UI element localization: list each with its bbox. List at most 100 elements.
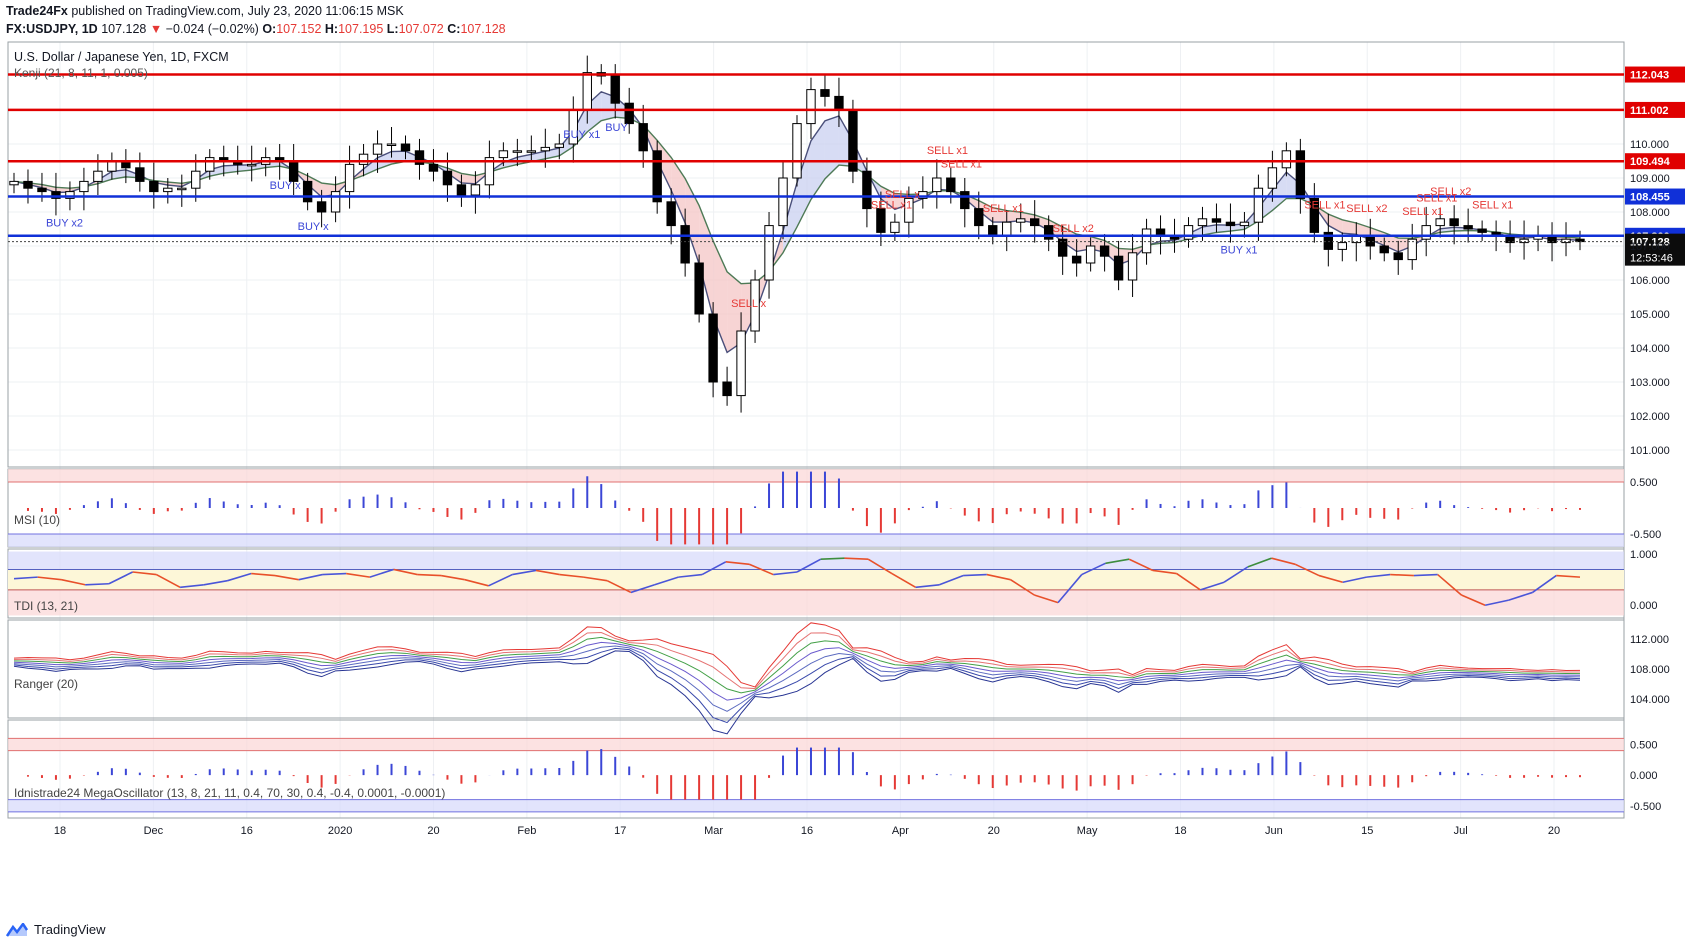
tdi-tick-label: 1.000 (1630, 549, 1658, 561)
candle-body (400, 143, 411, 152)
main-pane-title: U.S. Dollar / Japanese Yen, 1D, FXCM (14, 50, 229, 64)
candle-body (107, 160, 117, 172)
tdi-segment (180, 583, 204, 589)
candle-body (177, 187, 187, 191)
level-label: 109.494 (1630, 156, 1671, 168)
tdi-segment (417, 573, 442, 577)
cloud-segment (1216, 224, 1231, 233)
horizontal-levels[interactable]: 112.043111.002109.494108.455107.300107.1… (8, 66, 1685, 266)
countdown-label: 12:53:46 (1630, 253, 1673, 265)
tdi-segment (1294, 563, 1320, 577)
tdi-segment (346, 572, 371, 578)
ranger-line (13, 650, 1581, 735)
tdi-segment (251, 572, 276, 577)
candle-body (1141, 228, 1152, 254)
price-tick-label: 106.000 (1630, 275, 1670, 287)
tdi-segment (749, 563, 774, 576)
tdi-segment (1508, 591, 1533, 601)
tdi-upper-band (8, 551, 1624, 570)
cloud-segment (41, 184, 56, 193)
candle-body (247, 163, 257, 167)
tdi-segment (1271, 557, 1296, 566)
candle-body (37, 187, 47, 193)
level-label-box (1625, 188, 1685, 205)
time-tick-label: Feb (517, 825, 536, 837)
ranger-tick-label: 108.000 (1630, 664, 1670, 676)
publisher-name[interactable]: Trade24Fx (6, 4, 68, 18)
signal-label: SELL x2 (1430, 186, 1471, 198)
ranger-pane: 112.000 108.000 104.000 (13, 622, 1670, 735)
candle-body (1435, 218, 1445, 227)
msi-tick-label: 0.500 (1630, 477, 1658, 489)
time-tick-label: 15 (1361, 825, 1373, 837)
time-tick-label: Mar (704, 825, 723, 837)
symbol-label[interactable]: FX:USDJPY, 1D (6, 22, 98, 36)
tdi-segment (1413, 573, 1438, 577)
price-tick-label: 109.000 (1630, 173, 1670, 185)
candle-body (1099, 245, 1110, 257)
signal-label: SELL x1 (941, 159, 982, 171)
candle-body (988, 225, 998, 237)
publish-line: Trade24Fx published on TradingView.com, … (6, 4, 404, 18)
time-tick-label: Jul (1454, 825, 1468, 837)
candle-body (1071, 255, 1082, 264)
candle-body (1407, 238, 1417, 261)
tdi-segment (1247, 557, 1272, 568)
high-label: H: (324, 22, 339, 36)
candle-body (1225, 221, 1236, 227)
tradingview-logo[interactable]: TradingView (6, 922, 106, 937)
open-value: 107.152 (276, 22, 322, 36)
candle-body (624, 102, 634, 125)
tdi-segment (939, 574, 964, 586)
candle-body (191, 170, 201, 189)
msi-pane: 0.500 -0.500 (8, 469, 1661, 547)
candle-body (1085, 245, 1096, 264)
time-tick-label: 16 (241, 825, 253, 837)
tdi-segment (1461, 594, 1486, 606)
tdi-segment (867, 558, 893, 575)
time-tick-label: 20 (427, 825, 439, 837)
signal-label: SELL x1 (927, 145, 968, 157)
signal-label: SELL x1 (1472, 199, 1513, 211)
candle-body (904, 197, 914, 223)
candle-body (1267, 167, 1278, 189)
tdi-segment (844, 557, 869, 561)
msi-upper-band (8, 469, 1624, 482)
chart-area[interactable]: 112.043111.002109.494108.455107.300107.1… (0, 38, 1688, 938)
mega-lower-band (8, 799, 1624, 812)
tdi-segment (1223, 566, 1249, 583)
candle-body (1002, 221, 1012, 237)
price-axis[interactable]: 101.000 102.000 103.000 104.000 105.000 106.0… (1630, 139, 1670, 457)
signal-label: SELL x2 (1053, 223, 1094, 235)
tdi-segment (1128, 558, 1154, 572)
tdi-segment (274, 574, 299, 581)
candle-body (974, 208, 984, 227)
candle-body (1113, 255, 1124, 281)
candle-body (1379, 245, 1389, 254)
tdi-segment (1366, 573, 1391, 578)
tdi-segment (630, 584, 655, 594)
candle-body (890, 221, 900, 233)
tdi-segment (488, 573, 513, 587)
candle-body (736, 330, 746, 397)
tdi-segment (464, 578, 489, 587)
candle-body (205, 157, 215, 172)
level-label-box (1625, 101, 1685, 118)
time-tick-label: 18 (1174, 825, 1186, 837)
ranger-line (13, 636, 1581, 694)
candle-body (484, 157, 495, 186)
ranger-line (13, 641, 1581, 701)
candle-body (1239, 221, 1250, 227)
tdi-segment (1176, 572, 1201, 591)
open-label: O: (262, 22, 277, 36)
tdi-segment (1152, 569, 1177, 575)
tdi-segment (1390, 573, 1414, 577)
tdi-segment (1057, 574, 1083, 604)
close-label: C: (447, 22, 461, 36)
candle-body (680, 225, 690, 264)
time-axis[interactable]: 18 Dec 16 2020 20 Feb 17 Mar 16 Apr 20 May 18 Jun 15 Ju… (54, 825, 1560, 837)
candle-body (652, 150, 662, 203)
candle-body (1183, 225, 1194, 240)
cloud-segment (992, 207, 1007, 223)
